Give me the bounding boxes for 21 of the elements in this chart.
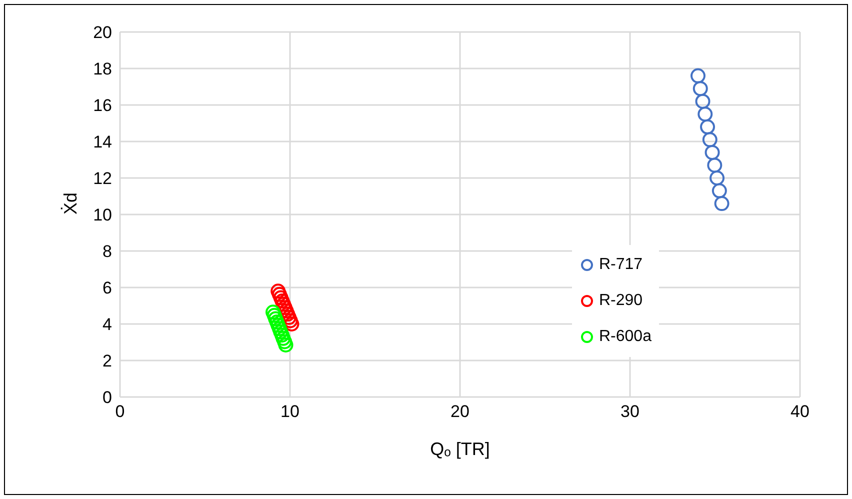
x-axis-title: Qₒ [TR] [430, 439, 490, 459]
y-tick-label: 2 [102, 352, 112, 371]
y-tick-label: 0 [102, 388, 112, 408]
y-axis-title: Ẋd [60, 192, 80, 214]
y-tick-label: 12 [93, 169, 112, 188]
y-tick-label: 18 [93, 60, 112, 79]
y-tick-label: 20 [93, 23, 112, 42]
y-tick-label: 10 [93, 206, 112, 225]
y-tick-label: 16 [93, 96, 112, 116]
legend-label: R-600a [599, 327, 652, 347]
y-tick-label: 14 [93, 132, 112, 152]
x-tick-label: 0 [115, 402, 125, 422]
x-tick-label: 30 [620, 402, 640, 422]
x-tick-label: 20 [450, 402, 470, 422]
x-tick-label: 10 [280, 402, 300, 422]
y-tick-label: 6 [102, 278, 112, 298]
x-tick-label: 40 [790, 402, 810, 422]
legend-label: R-290 [599, 291, 643, 311]
legend-label: R-717 [599, 255, 643, 275]
y-tick-label: 4 [102, 315, 112, 334]
y-tick-label: 8 [102, 242, 112, 262]
